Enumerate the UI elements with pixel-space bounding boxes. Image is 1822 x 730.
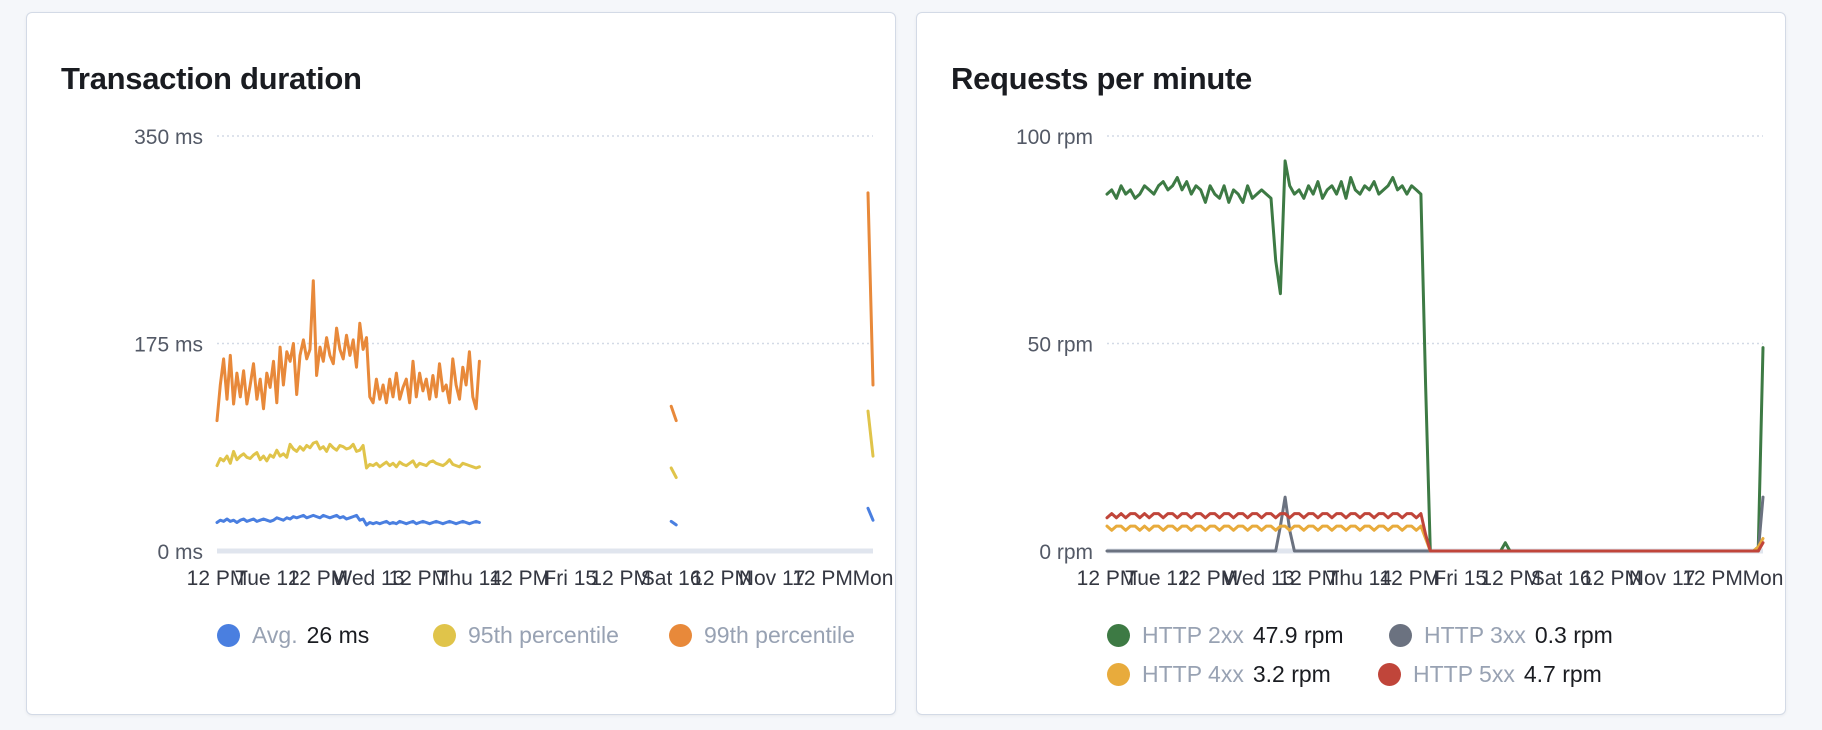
transaction-duration-panel: Transaction duration 0 ms 175 ms 350 ms 12 … bbox=[26, 12, 896, 715]
gridlines bbox=[1107, 135, 1763, 345]
x-tick-label: 12 PM bbox=[1178, 567, 1239, 590]
gridlines bbox=[217, 135, 873, 345]
x-tick-label: 12 PM bbox=[792, 567, 853, 590]
legend-value: 3.2 rpm bbox=[1252, 661, 1331, 687]
series-line bbox=[1105, 512, 1765, 553]
series-line bbox=[669, 519, 678, 527]
y-tick-label: 0 rpm bbox=[1039, 541, 1093, 564]
x-tick-label: Mon bbox=[1743, 567, 1784, 590]
x-tick-label: 12 PM bbox=[590, 567, 651, 590]
legend-value: 26 ms bbox=[306, 622, 370, 648]
series-avg- bbox=[215, 506, 875, 527]
legend-label: 95th percentile bbox=[468, 622, 619, 648]
series-line bbox=[866, 409, 875, 458]
x-tick-label: Fri 15 bbox=[543, 567, 597, 590]
x-tick-label: Tue 12 bbox=[235, 567, 300, 590]
legend-value: 47.9 rpm bbox=[1252, 622, 1344, 648]
x-tick-label: 12 PM bbox=[187, 567, 248, 590]
x-tick-label: 12 PM bbox=[489, 567, 550, 590]
x-tick-label: 12 PM bbox=[1278, 567, 1339, 590]
series-color-dot bbox=[217, 624, 240, 647]
x-tick-label: Sat 16 bbox=[1531, 567, 1592, 590]
series-color-dot bbox=[1107, 663, 1130, 686]
panel-title: Requests per minute bbox=[951, 61, 1252, 96]
legend-label: HTTP 5xx bbox=[1413, 661, 1515, 687]
x-tick-label: 12 PM bbox=[1682, 567, 1743, 590]
y-tick-label: 0 ms bbox=[157, 541, 203, 564]
series-line bbox=[866, 191, 875, 387]
x-tick-label: 12 PM bbox=[1379, 567, 1440, 590]
x-tick-label: Fri 15 bbox=[1433, 567, 1487, 590]
x-tick-label: Sat 16 bbox=[641, 567, 702, 590]
series-line bbox=[215, 279, 481, 423]
series-99th-percentile bbox=[215, 191, 875, 423]
legend-item-99th[interactable]: 99th percentile bbox=[669, 622, 864, 649]
x-tick-label: Wed 13 bbox=[332, 567, 404, 590]
x-tick-label: 12 PM bbox=[1581, 567, 1642, 590]
legend-label: HTTP 4xx bbox=[1142, 661, 1244, 687]
series-http-5xx bbox=[1105, 512, 1765, 553]
series-color-dot bbox=[433, 624, 456, 647]
x-tick-label: 12 PM bbox=[288, 567, 349, 590]
series-line bbox=[669, 466, 678, 479]
x-tick-label: Nov 17 bbox=[739, 567, 806, 590]
legend-value: 0.3 rpm bbox=[1534, 622, 1613, 648]
legend-value: 4.7 rpm bbox=[1523, 661, 1602, 687]
legend-label: Avg. bbox=[252, 622, 298, 648]
x-tick-label: Thu 14 bbox=[1327, 567, 1393, 590]
legend-item-http-3xx[interactable]: HTTP 3xx 0.3 rpm bbox=[1389, 622, 1613, 649]
y-tick-label: 350 ms bbox=[134, 126, 203, 149]
series-line bbox=[215, 513, 481, 527]
legend-item-95th[interactable]: 95th percentile bbox=[433, 622, 628, 649]
x-tick-label: Nov 17 bbox=[1629, 567, 1696, 590]
y-tick-label: 175 ms bbox=[134, 334, 203, 357]
legend-item-http-2xx[interactable]: HTTP 2xx 47.9 rpm bbox=[1107, 622, 1344, 649]
x-tick-label: 12 PM bbox=[388, 567, 449, 590]
legend-item-avg[interactable]: Avg. 26 ms bbox=[217, 622, 369, 649]
series-line bbox=[669, 404, 678, 423]
legend-label: HTTP 3xx bbox=[1424, 622, 1526, 648]
series-line bbox=[1105, 159, 1765, 553]
series-color-dot bbox=[1107, 624, 1130, 647]
x-tick-label: Mon bbox=[853, 567, 894, 590]
requests-per-minute-panel: Requests per minute 0 rpm 50 rpm 100 rpm 12… bbox=[916, 12, 1786, 715]
y-tick-label: 100 rpm bbox=[1016, 126, 1093, 149]
series-line bbox=[1105, 524, 1765, 553]
legend-item-http-5xx[interactable]: HTTP 5xx 4.7 rpm bbox=[1378, 661, 1602, 688]
legend-label: 99th percentile bbox=[704, 622, 855, 648]
panel-title: Transaction duration bbox=[61, 61, 362, 96]
series-line bbox=[1105, 495, 1765, 553]
series-line bbox=[215, 440, 481, 470]
x-tick-label: 12 PM bbox=[1480, 567, 1541, 590]
x-tick-label: 12 PM bbox=[691, 567, 752, 590]
series-color-dot bbox=[1378, 663, 1401, 686]
series-color-dot bbox=[669, 624, 692, 647]
legend-item-http-4xx[interactable]: HTTP 4xx 3.2 rpm bbox=[1107, 661, 1331, 688]
series-color-dot bbox=[1389, 624, 1412, 647]
series-95th-percentile bbox=[215, 409, 875, 479]
series-line bbox=[866, 506, 875, 522]
legend-label: HTTP 2xx bbox=[1142, 622, 1244, 648]
x-tick-label: Thu 14 bbox=[437, 567, 503, 590]
x-tick-label: 12 PM bbox=[1077, 567, 1138, 590]
series-http-2xx bbox=[1105, 159, 1765, 553]
series-http-3xx bbox=[1105, 495, 1765, 553]
y-tick-label: 50 rpm bbox=[1028, 334, 1093, 357]
x-tick-label: Wed 13 bbox=[1222, 567, 1294, 590]
x-tick-label: Tue 12 bbox=[1125, 567, 1190, 590]
series-http-4xx bbox=[1105, 524, 1765, 553]
